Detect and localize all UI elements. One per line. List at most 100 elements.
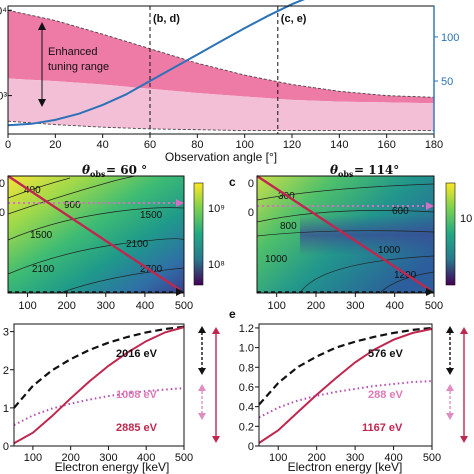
x-tick-label: 100 [235,139,253,151]
contour-c-4 [299,255,434,293]
contour-b-2 [8,176,184,215]
x-tick-label: 400 [136,300,154,312]
x-tick-label: 200 [61,452,79,464]
x-tick-label: 40 [97,139,109,151]
contour-c-1 [257,183,434,201]
contour-label: 1200 [394,270,417,281]
x-tick-label: 300 [346,452,364,464]
range-arrow-pink-e-head-down [446,413,454,420]
x-tick-label: 500 [175,300,193,312]
title-b-sub: obs [90,169,106,179]
panel-d: 100 200 300 400 500 0 1 2 3 2016 eV 1008 eV 288… [3,323,220,474]
x-tick-label: 400 [137,452,155,464]
x-tick-label: 120 [283,139,301,151]
contour-label: 1500 [30,230,53,241]
enhanced-tuning-label-line1: Enhanced [48,46,98,58]
title-c-sub: obs [338,169,354,179]
x-tick-label: 180 [425,139,443,151]
range-arrow-pink-d-head-down [198,413,206,420]
x-tick-label: 400 [384,452,402,464]
range-arrow-red-e-head-up [460,327,468,334]
x-tick-label: 80 [191,139,203,151]
x-tick-label: 300 [99,452,117,464]
panel-c: c 300 600 800 1000 1000 1200 θ obs = 114… [229,163,472,312]
y-tick-label: 0.4 [239,402,254,414]
x-tick-label: 100 [267,300,285,312]
dotted-curve-d [13,387,185,426]
contour-label: 600 [392,206,409,217]
contour-label: 800 [280,221,297,232]
x-tick-label: 140 [330,139,348,151]
contour-c-2 [257,210,434,223]
dashed-curve-e [258,326,433,406]
vline-c-e-label: (c, e) [281,13,307,25]
x-tick-label: 500 [425,300,443,312]
y-tick-label: 0.6 [239,382,254,394]
panel-b: 400 900 1500 1500 2100 2100 2700 θ obs =… [0,163,225,312]
x-tick-label: 500 [175,452,193,464]
right-y-tick-label: 50 [441,76,453,88]
y-tick-label: 3 [3,327,9,339]
x-tick-label: 300 [346,300,364,312]
solid-curve-e [258,327,433,444]
range-arrow-pink-d-head-up [198,384,206,391]
range-arrow-black-d-head-up [198,326,206,333]
colorbar-tick: 10⁹ [208,203,225,215]
contour-label: 1000 [378,245,401,256]
title-c-value: = 114° [354,163,399,177]
range-arrow-pink-e-head-up [446,384,454,391]
contour-label: 900 [64,200,81,211]
contour-c-3 [257,230,434,237]
plot-frame-b [7,175,185,294]
range-arrow-black-e-head-up [446,326,454,333]
panel-top: (b, d) (c, e) Enhanced tuning range 0 20 4… [0,0,459,164]
contour-b-1 [8,177,71,199]
x-axis-label: Electron energy [keV] [288,460,403,474]
x-tick-label: 100 [269,452,287,464]
x-tick-label: 500 [423,452,441,464]
annotation-1167ev: 1167 eV [362,422,403,434]
contour-label: 2100 [126,239,149,250]
enhanced-tuning-label-line2: tuning range [48,61,109,73]
y-tick-label: 1 [3,403,9,415]
diagonal-line-b [7,174,181,292]
colorbar-tick: 10⁸ [208,259,225,271]
title-c-theta: θ [330,163,338,177]
panel-label-e: e [229,307,236,321]
x-axis-label: Observation angle [°] [165,150,277,164]
tuning-band-upper [8,10,434,104]
annotation-1008ev: 1008 eV [116,389,158,401]
contour-label: 1500 [140,210,163,221]
contour-label: 1000 [265,254,288,265]
y-tick-label: 10³ [0,91,7,103]
y-tick-label: 0.2 [239,421,254,433]
y-tick-label: 0 [248,441,254,453]
contour-b-5 [59,267,184,293]
x-tick-label: 160 [377,139,395,151]
contour-b-4 [8,238,184,275]
x-axis-label: Electron energy [keV] [55,460,170,474]
x-tick-label: 200 [307,300,325,312]
right-y-tick-label: 100 [441,32,459,44]
arrow-head-c [426,288,434,296]
x-tick-label: 400 [385,300,403,312]
x-tick-label: 300 [97,300,115,312]
y-tick-label: 0 [248,178,254,190]
dotted-line-b-arrow [176,199,184,207]
y-tick-label: 0 [0,178,5,190]
y-tick-label: 0 [0,207,5,219]
y-tick-label: 0.8 [239,362,254,374]
contour-label: 2700 [140,264,163,275]
contour-label: 2100 [32,264,55,275]
range-arrow-red-d-head-down [212,436,220,443]
title-b-theta: θ [82,163,90,177]
contour-c-5 [379,271,434,293]
annotation-2885ev: 2885 eV [116,422,158,434]
colorbar-b [193,182,204,286]
blue-curve [7,0,305,127]
vline-b-d-label: (b, d) [153,13,180,25]
x-tick-label: 20 [49,139,61,151]
upper-bound-curve [7,9,435,98]
x-tick-label: 200 [57,300,75,312]
